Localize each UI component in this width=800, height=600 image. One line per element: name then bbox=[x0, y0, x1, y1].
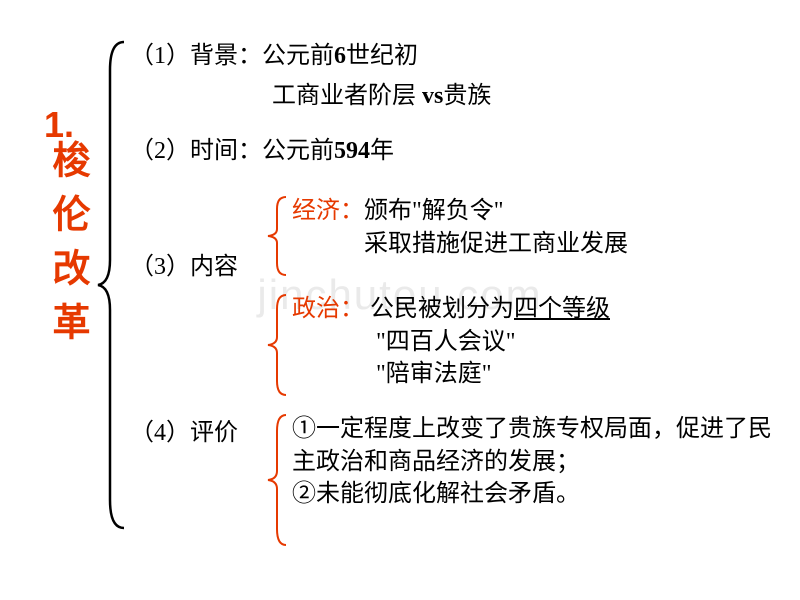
s4-label: （4）评价 bbox=[130, 420, 238, 446]
eval-bracket bbox=[266, 413, 288, 547]
section-content: （3）内容 经济：颁布"解负令" 采取措施促进工商业发展 政治： 公民被划分为四… bbox=[130, 195, 780, 397]
main-title: 梭伦改革 bbox=[48, 140, 86, 356]
politics-line2: "四百人会议" bbox=[376, 329, 516, 355]
eval-line1: ①一定程度上改变了贵族专权局面，促进了民主政治和商品经济的发展； bbox=[292, 413, 780, 478]
content-sub-bracket-wrap: 经济：颁布"解负令" 采取措施促进工商业发展 政治： 公民被划分为四个等级 "四… bbox=[266, 195, 628, 397]
economy-block: 经济：颁布"解负令" 采取措施促进工商业发展 bbox=[292, 195, 628, 277]
politics-line3: "陪审法庭" bbox=[376, 361, 492, 387]
s2-line1c: 年 bbox=[370, 138, 394, 164]
politics-line1a: 公民被划分为 bbox=[370, 296, 514, 322]
s2-line1b: 594 bbox=[334, 138, 370, 164]
section-background: （1）背景：公元前6世纪初 bbox=[130, 40, 780, 72]
main-bracket bbox=[96, 40, 126, 530]
s1-line2a: 工商业者阶层 bbox=[272, 83, 422, 109]
s2-label: （2）时间： bbox=[130, 138, 262, 164]
s1-line2b: vs bbox=[422, 83, 443, 109]
politics-label: 政治： bbox=[292, 296, 364, 322]
politics-bracket bbox=[266, 293, 288, 397]
s1-line2: 工商业者阶层 vs贵族 bbox=[272, 80, 780, 112]
eval-line2: ②未能彻底化解社会矛盾。 bbox=[292, 478, 780, 510]
s1-label: （1）背景： bbox=[130, 43, 262, 69]
economy-label: 经济： bbox=[292, 198, 364, 224]
econ-bracket bbox=[266, 195, 288, 277]
s1-line2c: 贵族 bbox=[443, 83, 491, 109]
s1-line1c: 世纪初 bbox=[346, 43, 418, 69]
politics-block: 政治： 公民被划分为四个等级 "四百人会议" "陪审法庭" bbox=[292, 293, 628, 397]
s1-line1a: 公元前 bbox=[262, 43, 334, 69]
economy-line2: 采取措施促进工商业发展 bbox=[364, 231, 628, 257]
section-evaluation: （4）评价 ①一定程度上改变了贵族专权局面，促进了民主政治和商品经济的发展； ②… bbox=[130, 413, 780, 547]
politics-line1b: 四个等级 bbox=[514, 296, 610, 322]
content-area: （1）背景：公元前6世纪初 工商业者阶层 vs贵族 （2）时间：公元前594年 … bbox=[130, 40, 780, 555]
s2-line1a: 公元前 bbox=[262, 138, 334, 164]
s3-label: （3）内容 bbox=[130, 254, 238, 280]
s1-line1b: 6 bbox=[334, 43, 346, 69]
evaluation-block: ①一定程度上改变了贵族专权局面，促进了民主政治和商品经济的发展； ②未能彻底化解… bbox=[292, 413, 780, 547]
section-time: （2）时间：公元前594年 bbox=[130, 135, 780, 167]
economy-line1: 颁布"解负令" bbox=[364, 198, 504, 224]
